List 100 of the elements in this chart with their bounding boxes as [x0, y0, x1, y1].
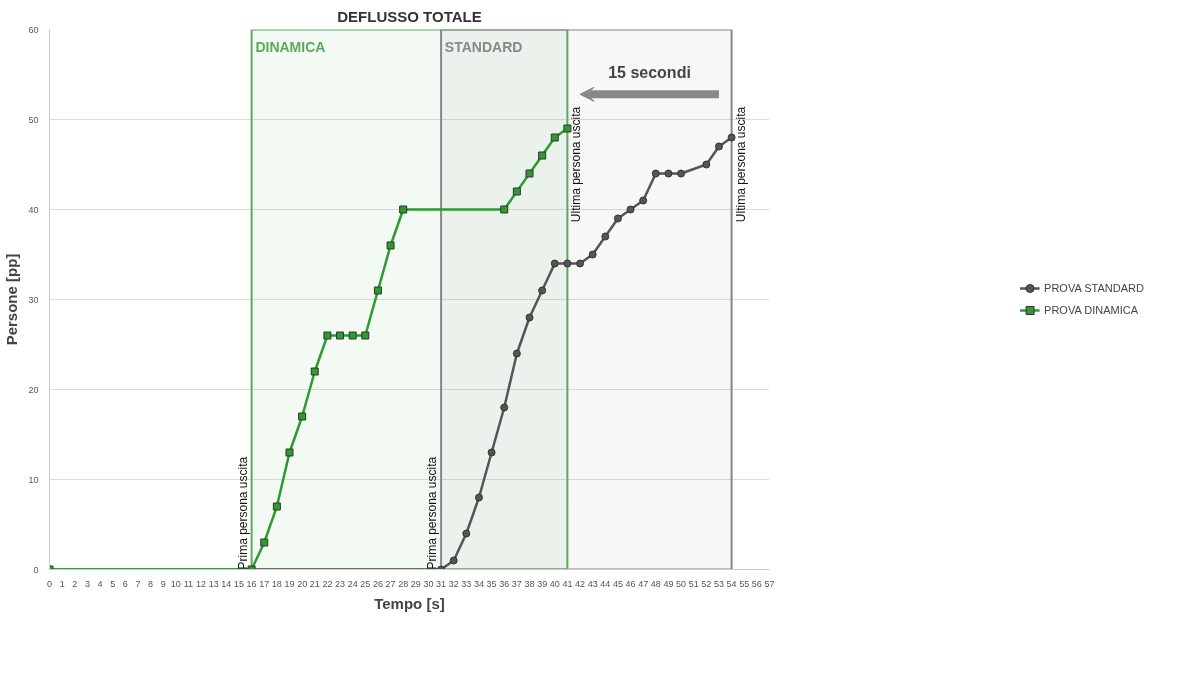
x-tick-label: 28 [398, 578, 409, 589]
x-tick-label: 50 [676, 578, 687, 589]
point [626, 205, 635, 214]
point [272, 502, 281, 511]
point [310, 367, 319, 376]
band-label: DINAMICA [255, 38, 326, 55]
annotation: Prima persona uscita [425, 456, 440, 570]
x-tick-label: 10 [170, 578, 181, 589]
point [500, 403, 509, 412]
legend-label: PROVA STANDARD [1044, 282, 1144, 294]
point [373, 286, 382, 295]
point [260, 538, 269, 547]
x-tick-label: 20 [297, 578, 308, 589]
annotation: Ultima persona uscita [733, 106, 748, 223]
x-tick-label: 9 [160, 578, 166, 589]
point [323, 331, 332, 340]
x-tick-label: 52 [701, 578, 712, 589]
point [512, 349, 521, 358]
x-tick-label: 19 [284, 578, 295, 589]
x-tick-label: 37 [511, 578, 522, 589]
y-tick-label: 30 [28, 294, 39, 305]
point [639, 196, 648, 205]
x-tick-label: 45 [612, 578, 623, 589]
x-tick-label: 13 [208, 578, 219, 589]
x-tick-label: 21 [309, 578, 320, 589]
x-tick-label: 40 [549, 578, 560, 589]
point [563, 259, 572, 268]
point [702, 160, 711, 169]
x-tick-label: 46 [625, 578, 636, 589]
x-tick-label: 18 [271, 578, 282, 589]
point [714, 142, 723, 151]
x-tick-label: 35 [486, 578, 497, 589]
y-axis-title: Persone [pp] [3, 253, 21, 346]
point [525, 313, 534, 322]
x-tick-label: 22 [322, 578, 333, 589]
y-tick-label: 20 [28, 384, 39, 395]
x-tick-label: 32 [448, 578, 459, 589]
point [285, 448, 294, 457]
x-tick-label: 25 [360, 578, 371, 589]
x-tick-label: 15 [233, 578, 244, 589]
x-tick-label: 30 [423, 578, 434, 589]
x-tick-label: 31 [436, 578, 447, 589]
x-tick-label: 26 [372, 578, 383, 589]
x-tick-label: 43 [587, 578, 598, 589]
x-tick-label: 39 [537, 578, 548, 589]
chart-title: DEFLUSSO TOTALE [337, 7, 482, 25]
x-tick-label: 11 [183, 578, 194, 589]
point [298, 412, 307, 421]
point [588, 250, 597, 259]
point [651, 169, 660, 178]
point [399, 205, 408, 214]
y-tick-label: 40 [28, 204, 39, 215]
x-tick-label: 38 [524, 578, 535, 589]
x-tick-label: 29 [410, 578, 421, 589]
point [538, 286, 547, 295]
point [512, 187, 521, 196]
y-tick-label: 0 [33, 564, 39, 575]
point [550, 259, 559, 268]
x-tick-label: 27 [385, 578, 396, 589]
point [487, 448, 496, 457]
point [462, 529, 471, 538]
y-tick-label: 10 [28, 474, 39, 485]
x-tick-label: 44 [600, 578, 611, 589]
x-tick-label: 23 [335, 578, 346, 589]
y-tick-label: 50 [28, 114, 39, 125]
x-tick-label: 51 [688, 578, 699, 589]
x-tick-label: 8 [148, 578, 154, 589]
x-tick-label: 36 [499, 578, 510, 589]
x-tick-label: 42 [575, 578, 586, 589]
point [664, 169, 673, 178]
x-tick-label: 4 [97, 578, 103, 589]
point [361, 331, 370, 340]
x-tick-label: 3 [84, 578, 90, 589]
point [550, 133, 559, 142]
point [386, 241, 395, 250]
point [474, 493, 483, 502]
annotation: 15 secondi [608, 63, 691, 81]
point [538, 151, 547, 160]
point [601, 232, 610, 241]
point [576, 259, 585, 268]
x-tick-label: 41 [562, 578, 573, 589]
x-tick-label: 1 [59, 578, 65, 589]
x-axis-title: Tempo [s] [374, 594, 445, 612]
x-tick-label: 16 [246, 578, 257, 589]
x-tick-label: 48 [650, 578, 661, 589]
x-tick-label: 49 [663, 578, 674, 589]
x-tick-label: 54 [726, 578, 737, 589]
x-tick-label: 55 [739, 578, 750, 589]
point [348, 331, 357, 340]
x-tick-label: 34 [473, 578, 484, 589]
annotation: Ultima persona uscita [569, 106, 584, 223]
x-tick-label: 5 [110, 578, 116, 589]
x-tick-label: 56 [751, 578, 762, 589]
x-tick-label: 7 [135, 578, 141, 589]
x-tick-label: 53 [713, 578, 724, 589]
x-tick-label: 24 [347, 578, 358, 589]
point [727, 133, 736, 142]
x-tick-label: 17 [259, 578, 270, 589]
x-tick-label: 0 [47, 578, 53, 589]
point [449, 556, 458, 565]
